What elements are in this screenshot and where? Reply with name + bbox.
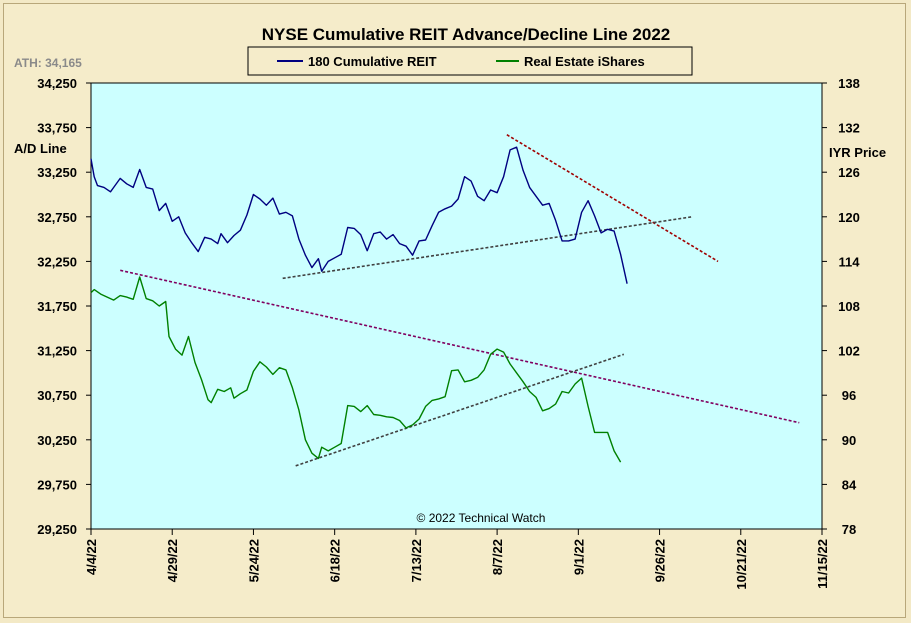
left-tick-label: 32,750 [37, 210, 77, 225]
left-axis: 34,250 33,750 33,250 32,750 32,250 31,750 31,2… [37, 76, 91, 537]
left-tick-label: 30,750 [37, 388, 77, 403]
right-tick-label: 108 [838, 299, 860, 314]
left-tick-label: 30,250 [37, 433, 77, 448]
right-tick-label: 132 [838, 121, 860, 136]
left-tick-label: 31,250 [37, 344, 77, 359]
trend-line-ad-support-uptrend [282, 216, 693, 280]
x-tick-label: 5/24/22 [246, 539, 261, 582]
left-tick-label: 34,250 [37, 76, 77, 91]
x-tick-label: 7/13/22 [409, 539, 424, 582]
x-tick-label: 4/29/22 [165, 539, 180, 582]
x-tick-label: 8/7/22 [490, 539, 505, 575]
left-tick-label: 29,250 [37, 522, 77, 537]
right-tick-label: 126 [838, 165, 860, 180]
right-tick-label: 114 [839, 254, 861, 269]
right-axis: 138 132 126 120 114 108 102 96 90 84 78 [822, 76, 860, 537]
right-tick-label: 96 [842, 388, 856, 403]
ath-label: ATH: 34,165 [14, 56, 82, 70]
left-axis-title: A/D Line [14, 141, 67, 156]
left-tick-label: 29,750 [37, 477, 77, 492]
left-tick-label: 33,250 [37, 165, 77, 180]
legend: 180 Cumulative REIT Real Estate iShares [247, 46, 693, 76]
trend-lines [120, 134, 800, 467]
left-tick-label: 33,750 [37, 121, 77, 136]
left-tick-label: 32,250 [37, 254, 77, 269]
right-tick-label: 138 [838, 76, 860, 91]
x-tick-label: 10/21/22 [734, 539, 749, 590]
series-line-ad [90, 146, 628, 284]
credit-text: © 2022 Technical Watch [417, 511, 546, 525]
series-line-iyr [90, 276, 622, 463]
x-tick-label: 9/1/22 [571, 539, 586, 575]
trend-line-iyr-support-uptrend [295, 353, 625, 467]
x-tick-label: 4/4/22 [84, 539, 99, 575]
x-tick-label: 11/15/22 [815, 539, 830, 589]
left-tick-label: 31,750 [37, 299, 77, 314]
legend-label-iyr: Real Estate iShares [524, 54, 645, 69]
x-tick-label: 9/26/22 [653, 539, 668, 582]
right-tick-label: 84 [842, 477, 857, 492]
right-tick-label: 78 [842, 522, 856, 537]
x-axis: 4/4/22 4/29/22 5/24/22 6/18/22 7/13/22 8/7/22… [84, 529, 830, 590]
right-tick-label: 102 [838, 344, 860, 359]
trend-line-iyr-long-downtrend [120, 269, 800, 424]
legend-label-ad-line: 180 Cumulative REIT [308, 54, 437, 69]
x-tick-label: 6/18/22 [328, 539, 343, 582]
plot-area [90, 82, 823, 530]
right-tick-label: 90 [842, 433, 856, 448]
right-tick-label: 120 [838, 210, 860, 225]
chart-title: NYSE Cumulative REIT Advance/Decline Lin… [262, 25, 670, 44]
trend-line-ad-upper-downtrend [506, 134, 719, 263]
series-layer [90, 146, 628, 463]
right-axis-title: IYR Price [829, 145, 886, 160]
